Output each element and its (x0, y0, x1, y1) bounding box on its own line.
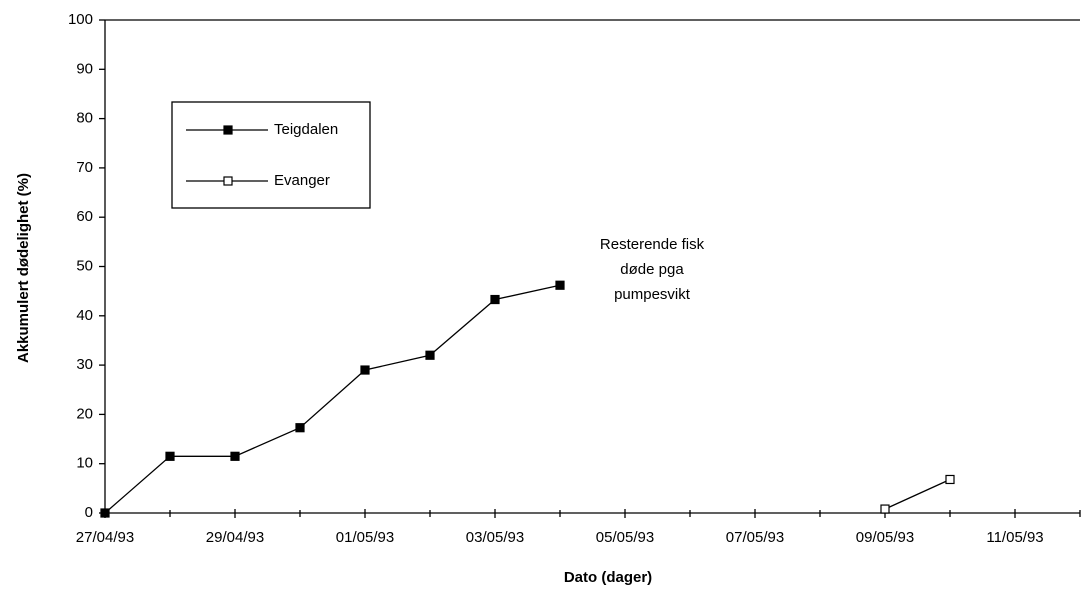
x-tick-label: 05/05/93 (596, 529, 654, 546)
marker (230, 451, 240, 461)
y-tick-label: 50 (76, 257, 93, 274)
x-tick-label: 01/05/93 (336, 529, 394, 546)
y-tick-label: 80 (76, 110, 93, 127)
marker (360, 365, 370, 375)
x-tick-label: 03/05/93 (466, 529, 524, 546)
annotation: pumpesvikt (614, 286, 691, 303)
marker (223, 176, 233, 186)
y-tick-label: 20 (76, 405, 93, 422)
x-tick-label: 09/05/93 (856, 529, 914, 546)
series-line (884, 478, 951, 510)
y-tick-label: 10 (76, 455, 93, 472)
annotation: Resterende fisk (600, 236, 705, 253)
marker (880, 504, 890, 514)
annotation: døde pga (620, 261, 684, 278)
x-tick-label: 27/04/93 (76, 529, 134, 546)
y-tick-label: 30 (76, 356, 93, 373)
marker (223, 125, 233, 135)
x-tick-label: 11/05/93 (986, 529, 1043, 546)
legend-box (171, 101, 371, 209)
y-axis-label: Akkumulert dødelighet (%) (15, 173, 32, 363)
marker (295, 423, 305, 433)
legend-label: Evanger (274, 172, 330, 189)
x-tick-label: 07/05/93 (726, 529, 784, 546)
y-tick-label: 70 (76, 159, 93, 176)
marker (555, 280, 565, 290)
marker (425, 350, 435, 360)
marker (100, 508, 110, 518)
y-tick-label: 90 (76, 60, 93, 77)
y-tick-label: 40 (76, 307, 93, 324)
marker (490, 294, 500, 305)
y-tick-label: 0 (85, 504, 93, 521)
x-axis-label: Dato (dager) (564, 569, 652, 586)
y-tick-label: 100 (68, 11, 93, 28)
marker (165, 451, 175, 461)
y-tick-label: 60 (76, 208, 93, 225)
series-line (104, 284, 561, 514)
marker (945, 474, 955, 485)
x-tick-label: 29/04/93 (206, 529, 264, 546)
legend-label: Teigdalen (274, 121, 338, 138)
